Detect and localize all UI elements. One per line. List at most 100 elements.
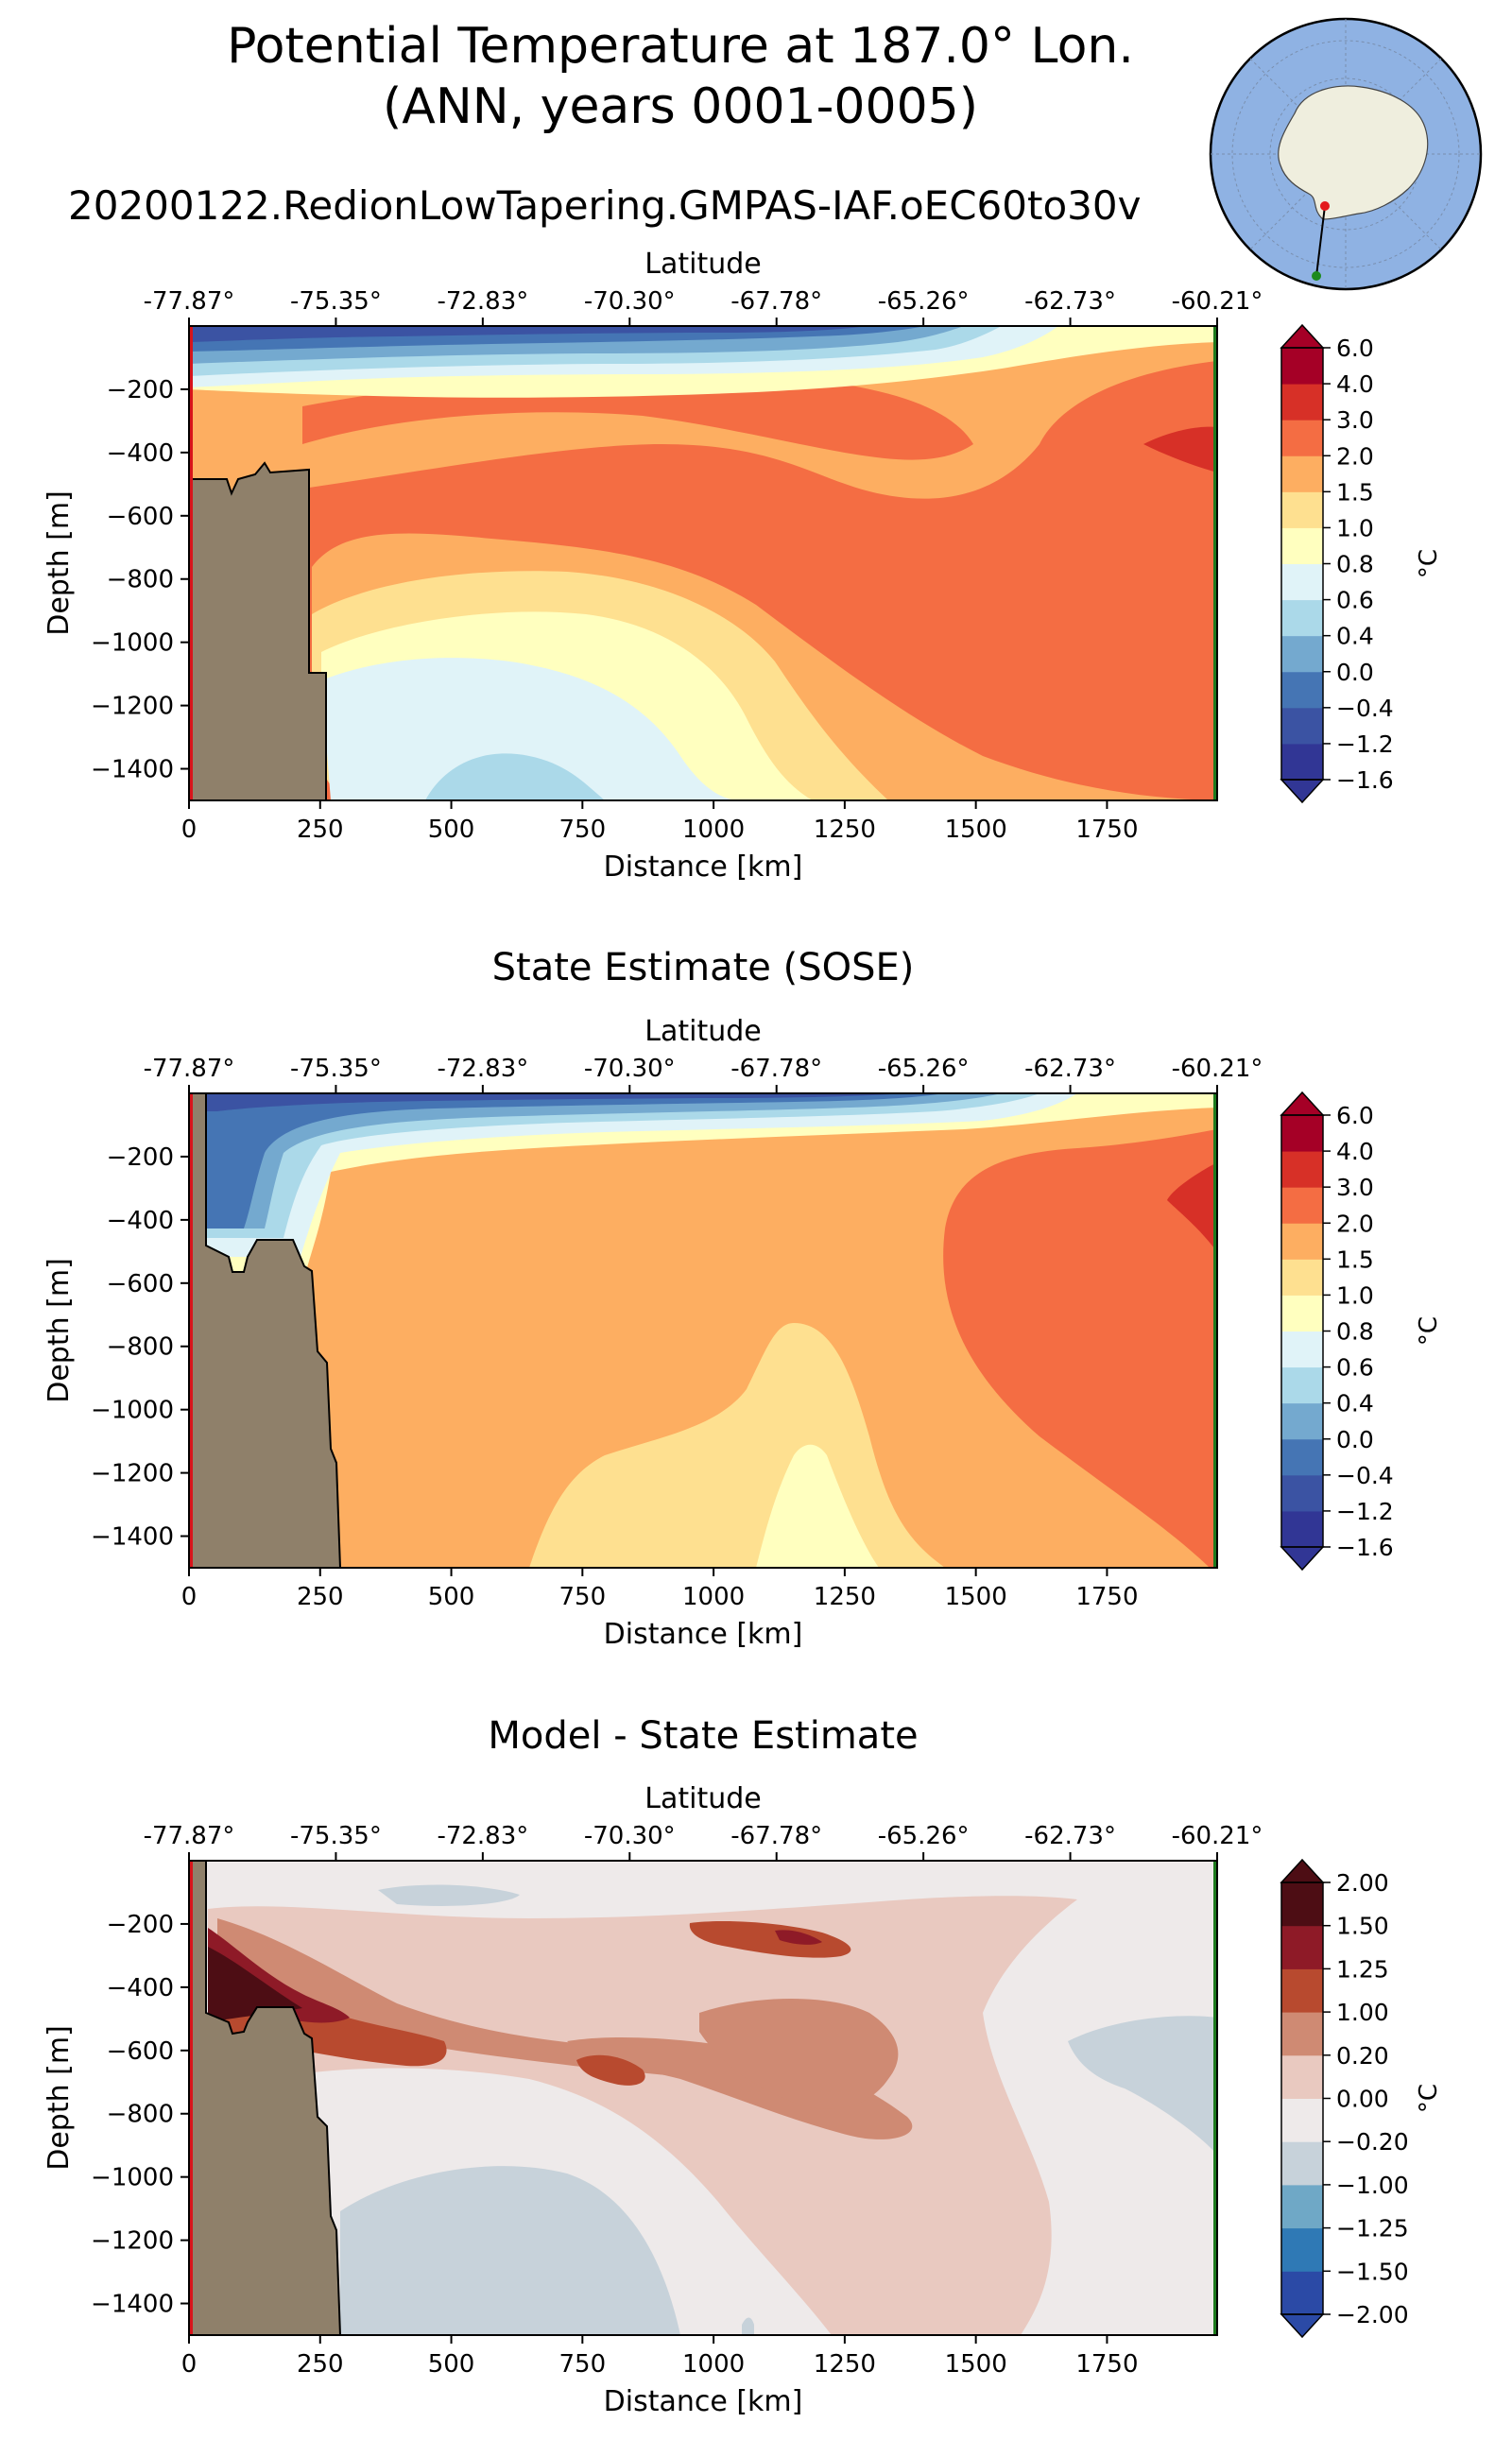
y-tick-label: −800 [107, 2101, 174, 2129]
colorbar-tick-label: 3.0 [1336, 406, 1374, 434]
y-axis-label: Depth [m] [43, 490, 76, 636]
colorbar-segment [1281, 1438, 1323, 1476]
axes: 0 250 500 750 1000 1250 1500 1750 Distance [km] −… [43, 1015, 1443, 1651]
lat-tick-label: -62.73° [1024, 287, 1116, 316]
colorbar-tick-label: −0.4 [1336, 1462, 1394, 1489]
colorbar: 6.0 4.0 3.0 2.0 1.5 1.0 0.8 0.6 0.4 0.0 −0.4 −1.2 −1… [1280, 323, 1443, 804]
y-tick-label: −200 [107, 1911, 174, 1939]
x-tick-label: 500 [428, 2350, 475, 2379]
antarctica-shape [1278, 85, 1429, 220]
colorbar-tick-label: 1.25 [1336, 1955, 1389, 1983]
x-tick-label: 500 [428, 1583, 475, 1611]
contour-band-0.20 [208, 1896, 1077, 2335]
x-tick-label: 1500 [945, 1583, 1007, 1611]
colorbar-tick-label: 0.0 [1336, 1426, 1374, 1453]
transect-end-marker [1312, 271, 1321, 281]
colorbar-segment [1281, 671, 1323, 709]
colorbar-tick-label: 2.00 [1336, 1869, 1389, 1897]
colorbar-tick-label: 3.0 [1336, 1174, 1374, 1201]
y-tick-label: −1000 [91, 2164, 174, 2192]
colorbar-segment [1281, 1115, 1323, 1152]
colorbar-tick-label: 1.0 [1336, 514, 1374, 541]
lat-tick-label: -67.78° [730, 1055, 822, 1083]
colorbar-tick-label: 0.6 [1336, 587, 1374, 614]
plot-frame [188, 1860, 1218, 2336]
contour-field [189, 326, 1217, 800]
lat-tick-label: -75.35° [290, 1055, 382, 1083]
colorbar-segment [1281, 2054, 1323, 2099]
colorbar-segment [1281, 348, 1323, 385]
colorbar-tick-label: 4.0 [1336, 370, 1374, 398]
colorbar-tick-label: 0.6 [1336, 1354, 1374, 1382]
lat-tick-label: -75.35° [290, 1822, 382, 1850]
colorbar-tick-label: 1.00 [1336, 1999, 1389, 2026]
contour-band-1.25-eddy [689, 1921, 851, 1958]
y-tick-label: −1200 [91, 693, 174, 721]
panel-title: Model - State Estimate [488, 1714, 918, 1758]
lat-tick-label: -72.83° [437, 1055, 528, 1083]
lat-tick-label: -70.30° [584, 1055, 676, 1083]
colorbar-tick-label: 0.4 [1336, 623, 1374, 650]
x-tick-label: 0 [181, 2350, 198, 2379]
colorbar-tick-label: −1.25 [1336, 2215, 1409, 2242]
colorbar-tick-label: −1.6 [1336, 766, 1394, 794]
contour-band-0.4 [425, 753, 605, 800]
lat-tick-label: -65.26° [878, 1822, 970, 1850]
colorbar-segment [1281, 491, 1323, 528]
end-marker [1213, 1093, 1217, 1568]
y-tick-label: −400 [107, 1974, 174, 2002]
colorbar-segment [1281, 635, 1323, 673]
figure-title-line1: Potential Temperature at 187.0° Lon. [227, 18, 1134, 75]
colorbar-extend-min [1280, 2313, 1325, 2339]
contour-band-3.0 [1143, 426, 1217, 472]
y-tick-label: −1200 [91, 2227, 174, 2256]
axes: 0 250 500 750 1000 1250 1500 1750 Distance [km] −… [43, 248, 1443, 884]
x-tick-label: 500 [428, 816, 475, 844]
axes: 0 250 500 750 1000 1250 1500 1750 Distance [km] −… [43, 1782, 1443, 2418]
y-tick-label: −1000 [91, 1397, 174, 1425]
end-marker [1213, 326, 1217, 800]
x-tick-label: 250 [297, 816, 344, 844]
colorbar-segment [1281, 527, 1323, 564]
plot-frame [188, 325, 1218, 801]
colorbar-segment [1281, 1259, 1323, 1296]
colorbar-tick-label: 4.0 [1336, 1138, 1374, 1165]
surface-band--1.6 [189, 1093, 907, 1111]
colorbar-tick-label: 0.0 [1336, 659, 1374, 686]
colorbar-segment [1281, 1968, 1323, 2013]
colorbar-segment [1281, 1366, 1323, 1404]
lat-tick-label: -77.87° [144, 287, 235, 316]
top-axis-label: Latitude [644, 248, 761, 281]
colorbar-segment [1281, 384, 1323, 421]
colorbar-segment [1281, 1187, 1323, 1224]
lat-tick-label: -65.26° [878, 1055, 970, 1083]
x-axis-label: Distance [km] [604, 850, 803, 884]
colorbar-segment [1281, 455, 1323, 492]
colorbar-tick-label: 0.8 [1336, 1318, 1374, 1346]
panel-title: State Estimate (SOSE) [492, 946, 915, 989]
contour-band-2.00 [208, 1947, 302, 2022]
x-tick-label: 1250 [814, 2350, 876, 2379]
lat-tick-label: -72.83° [437, 1822, 528, 1850]
contour-band-1.00-right [699, 1999, 899, 2109]
surface-band-0.6 [189, 1093, 1217, 1285]
x-tick-label: 1000 [682, 816, 745, 844]
colorbar-segment [1281, 1402, 1323, 1440]
x-axis-label: Distance [km] [604, 1618, 803, 1651]
x-tick-label: 250 [297, 1583, 344, 1611]
colorbar-segment [1281, 743, 1323, 781]
lat-tick-label: -67.78° [730, 287, 822, 316]
colorbar-tick-label: 0.4 [1336, 1390, 1374, 1418]
start-marker [189, 326, 193, 800]
colorbar-tick-label: 0.20 [1336, 2042, 1389, 2070]
y-tick-label: −400 [107, 439, 174, 468]
colorbar-extend-max [1280, 1858, 1325, 1883]
x-tick-label: 750 [559, 2350, 607, 2379]
y-axis-label: Depth [m] [43, 2025, 76, 2171]
y-tick-label: −600 [107, 1270, 174, 1298]
y-tick-label: −200 [107, 376, 174, 404]
x-tick-label: 1250 [814, 1583, 876, 1611]
colorbar-tick-label: −0.4 [1336, 695, 1394, 722]
colorbar-tick-label: 1.5 [1336, 478, 1374, 506]
transect-line [1315, 205, 1326, 277]
